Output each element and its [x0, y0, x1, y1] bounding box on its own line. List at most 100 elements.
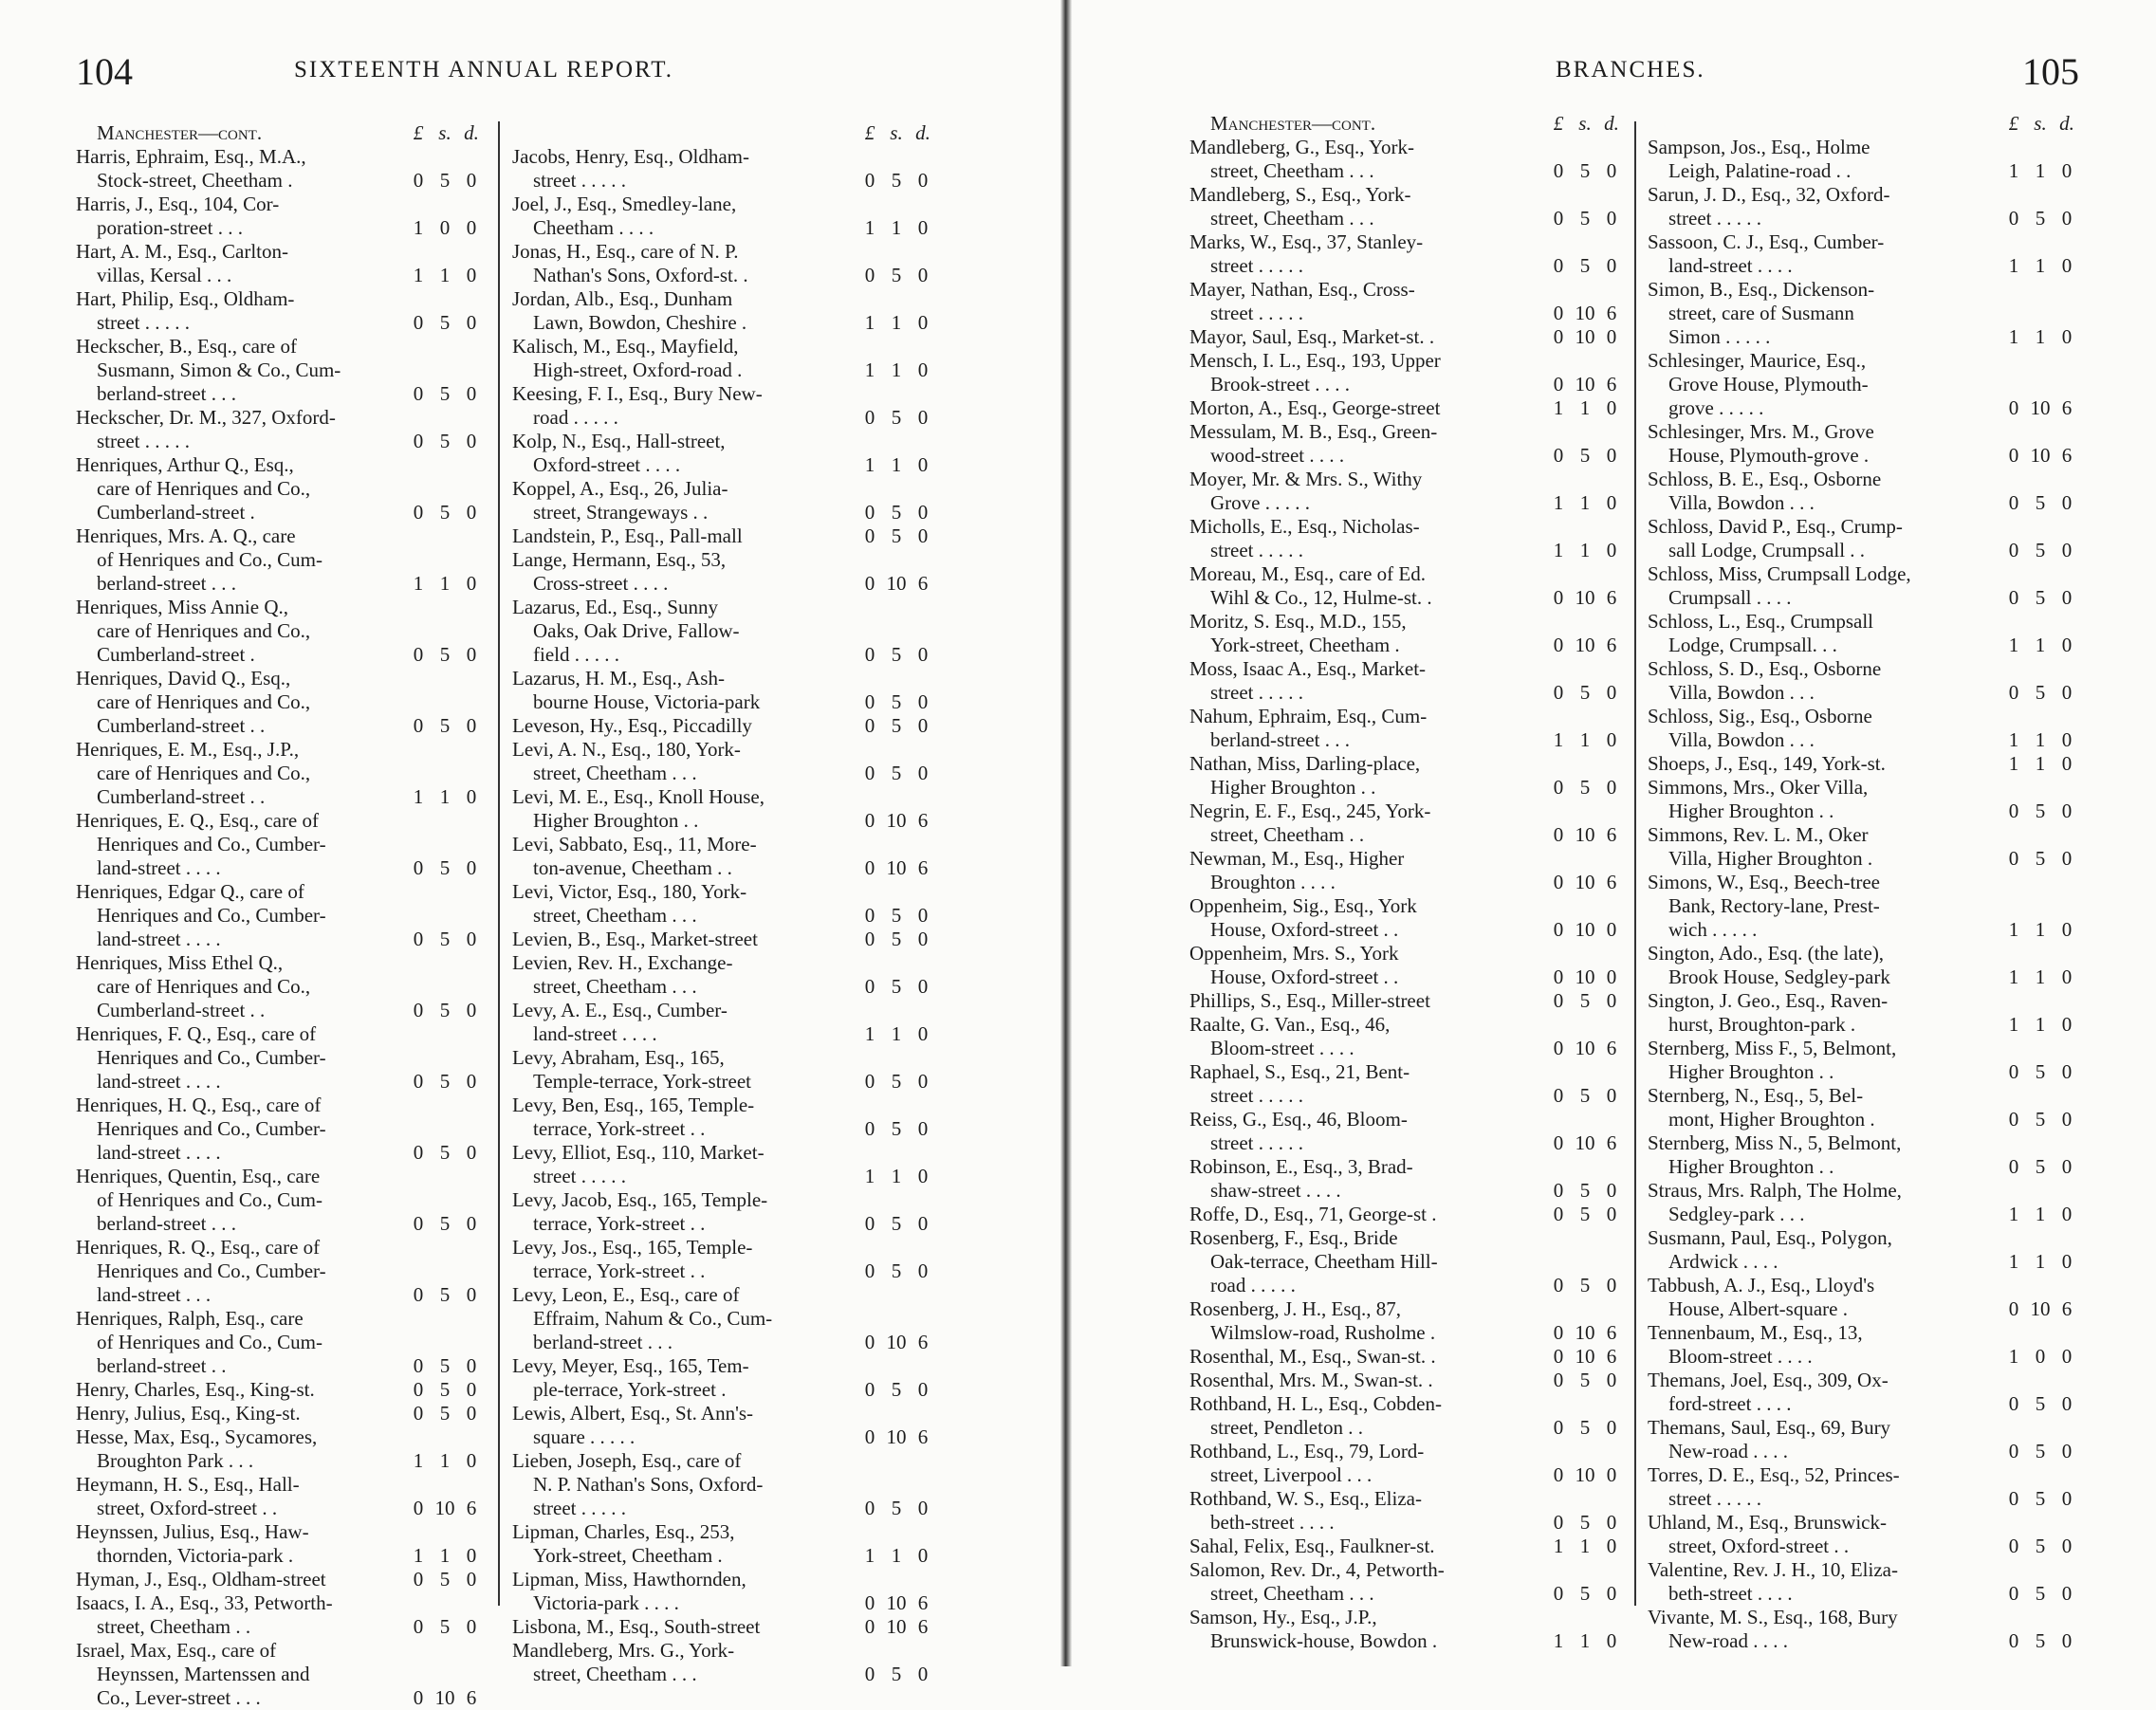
pence-value: 0: [466, 311, 477, 334]
subscriber-text: ple-terrace, York-street .: [533, 1378, 727, 1401]
shillings-value: 5: [2035, 539, 2046, 561]
subscriber-entry-line: Sternberg, N., Esq., 5, Bel-: [1648, 1084, 2079, 1108]
pounds-value: 0: [864, 1117, 875, 1140]
subscriber-text: Lazarus, H. M., Esq., Ash-: [512, 667, 725, 690]
subscriber-text: Henriques, Miss Ethel Q.,: [76, 951, 284, 974]
pounds-value: 0: [2008, 1297, 2019, 1320]
pence-value: 0: [2061, 1345, 2073, 1368]
pence-value: 0: [1606, 254, 1617, 277]
pounds-value: 0: [1553, 1274, 1564, 1296]
pence-value: 6: [1606, 1131, 1617, 1154]
pounds-value: 0: [2008, 1629, 2019, 1652]
pounds-value: 1: [864, 1165, 875, 1187]
subscriber-entry-line: Heymann, H. S., Esq., Hall-: [76, 1473, 484, 1497]
pence-value: 6: [917, 856, 929, 879]
subscriber-entry-line: Mandleberg, Mrs. G., York-: [512, 1639, 935, 1663]
pounds-value: 1: [2008, 918, 2019, 941]
subscriber-text: Simmons, Mrs., Oker Villa,: [1648, 776, 1869, 799]
subscriber-entry-line: Oak-terrace, Cheetham Hill-: [1189, 1250, 1624, 1274]
pence-value: 0: [1606, 1179, 1617, 1202]
shillings-value: 1: [1579, 1629, 1591, 1652]
subscriber-text: N. P. Nathan's Sons, Oxford-: [533, 1473, 764, 1496]
subscriber-entry-line: square . . . . . 0 10 6: [512, 1425, 935, 1449]
subscriber-entry-line: Henriques and Co., Cumber-: [76, 833, 484, 856]
shillings-value: 1: [2035, 159, 2046, 182]
subscriber-text: Grove House, Plymouth-: [1668, 373, 1869, 395]
pounds-value: 0: [864, 856, 875, 879]
pence-value: 0: [917, 1260, 929, 1282]
pence-value: 0: [1606, 728, 1617, 751]
pounds-value: 1: [864, 216, 875, 239]
subscriber-text: Higher Broughton . .: [1210, 776, 1376, 799]
pounds-value: 0: [1553, 586, 1564, 609]
shillings-value: 10: [1575, 1321, 1595, 1344]
subscriber-text: Hesse, Max, Esq., Sycamores,: [76, 1425, 318, 1448]
subscriber-entry-line: Henriques, Arthur Q., Esq.,: [76, 453, 484, 477]
subscriber-text: Villa, Bowdon . . .: [1668, 728, 1815, 751]
subscriber-text: Oppenheim, Mrs. S., York: [1189, 942, 1399, 965]
subscriber-text: road . . . . .: [533, 406, 618, 429]
subscriber-text: mont, Higher Broughton .: [1668, 1108, 1875, 1131]
subscriber-text: Sternberg, Miss F., 5, Belmont,: [1648, 1037, 1897, 1059]
shillings-value: 10: [886, 1591, 907, 1614]
subscriber-text: Mayor, Saul, Esq., Market-st. .: [1189, 325, 1435, 348]
subscriber-text: Oaks, Oak Drive, Fallow-: [533, 619, 740, 642]
pounds-value: 0: [2008, 1392, 2019, 1415]
shillings-value: 5: [891, 501, 902, 524]
pence-value: 6: [917, 1425, 929, 1448]
pounds-value: 0: [2008, 586, 2019, 609]
subscriber-text: land-street . . . .: [97, 928, 221, 950]
pence-value: 0: [2061, 491, 2073, 514]
pounds-value: 0: [2008, 1535, 2019, 1557]
subscriber-text: Lipman, Miss, Hawthornden,: [512, 1568, 746, 1590]
subscriber-text: Salomon, Rev. Dr., 4, Petworth-: [1189, 1558, 1445, 1581]
shillings-value: 1: [439, 1449, 451, 1472]
subscriber-text: Henriques, Ralph, Esq., care: [76, 1307, 304, 1330]
pence-header: d.: [1604, 112, 1619, 135]
subscriber-entry-line: Henriques, Miss Annie Q.,: [76, 596, 484, 619]
shillings-value: 5: [1579, 989, 1591, 1012]
subscriber-entry-line: Moyer, Mr. & Mrs. S., Withy: [1189, 468, 1624, 491]
subscriber-text: street . . . . .: [1668, 1487, 1761, 1510]
subscriber-text: Shoeps, J., Esq., 149, York-st.: [1648, 752, 1886, 775]
pence-value: 0: [1606, 1535, 1617, 1557]
pounds-value: 0: [864, 264, 875, 286]
subscriber-entry-line: Levy, Abraham, Esq., 165,: [512, 1046, 935, 1070]
subscriber-text: Samson, Hy., Esq., J.P.,: [1189, 1606, 1377, 1628]
subscriber-text: Schloss, Miss, Crumpsall Lodge,: [1648, 562, 1911, 585]
subscriber-text: Henriques and Co., Cumber-: [97, 904, 326, 927]
subscriber-text: Henriques and Co., Cumber-: [97, 833, 326, 855]
subscriber-text: Kolp, N., Esq., Hall-street,: [512, 430, 726, 452]
subscriber-entry-line: Keesing, F. I., Esq., Bury New-: [512, 382, 935, 406]
shillings-value: 5: [891, 714, 902, 737]
subscriber-text: Cumberland-street .: [97, 643, 255, 666]
subscriber-text: Leveson, Hy., Esq., Piccadilly: [512, 714, 752, 737]
pounds-value: 0: [1553, 159, 1564, 182]
subscriber-text: land-street . . . .: [1668, 254, 1793, 277]
subscriber-entry-line: Straus, Mrs. Ralph, The Holme,: [1648, 1179, 2079, 1203]
subscriber-entry-line: Heynssen, Julius, Esq., Haw-: [76, 1520, 484, 1544]
pence-value: 0: [2061, 1250, 2073, 1273]
subscriber-text: Levien, Rev. H., Exchange-: [512, 951, 733, 974]
pence-value: 6: [917, 1331, 929, 1353]
subscriber-text: street . . . . .: [1668, 207, 1761, 230]
subscriber-entry-line: Henriques, Edgar Q., care of: [76, 880, 484, 904]
shillings-value: 1: [2035, 752, 2046, 775]
pence-value: 6: [1606, 1345, 1617, 1368]
subscriber-text: Mandleberg, Mrs. G., York-: [512, 1639, 735, 1662]
subscriber-entry-line: N. P. Nathan's Sons, Oxford-: [512, 1473, 935, 1497]
pence-value: 0: [917, 690, 929, 713]
shillings-value: 1: [1579, 491, 1591, 514]
subscriber-text: Grove . . . . .: [1210, 491, 1310, 514]
pounds-value: 0: [864, 1212, 875, 1235]
